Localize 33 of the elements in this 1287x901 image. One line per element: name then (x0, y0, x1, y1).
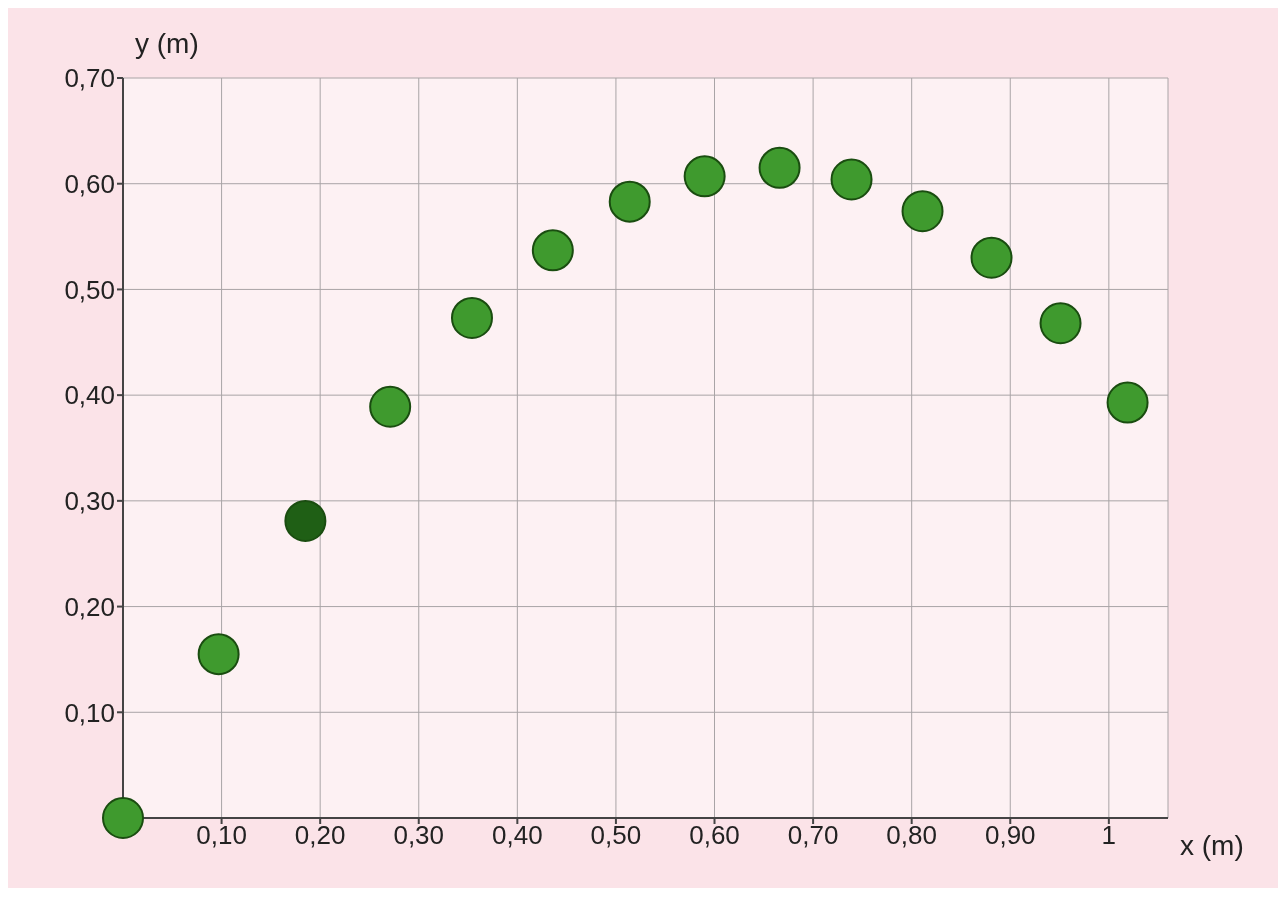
x-tick-label: 1 (1101, 820, 1117, 851)
x-axis-title: x (m) (1180, 830, 1244, 862)
point (450, 296, 493, 339)
y-tick-label: 0,20 (64, 591, 115, 622)
x-tick-label: 0,50 (590, 820, 642, 851)
point (970, 236, 1013, 279)
x-tick-label: 0,90 (984, 820, 1036, 851)
point (369, 385, 412, 428)
point (284, 499, 327, 542)
point (531, 229, 574, 272)
point (758, 146, 801, 189)
point (608, 180, 651, 223)
y-tick-label: 0,70 (64, 63, 115, 94)
x-tick-label: 0,30 (393, 820, 445, 851)
x-tick-label: 0,60 (689, 820, 740, 851)
point (830, 158, 873, 201)
point (1106, 381, 1149, 424)
x-tick-label: 0,20 (294, 820, 346, 851)
x-tick-label: 0,40 (492, 820, 543, 851)
point (197, 633, 240, 676)
y-tick-label: 0,50 (64, 274, 115, 305)
point (102, 797, 144, 839)
y-tick-label: 0,10 (64, 697, 115, 728)
y-tick-label: 0,30 (64, 486, 115, 517)
x-tick-label: 0,70 (787, 820, 839, 851)
y-tick-label: 0,60 (64, 168, 115, 199)
y-tick-label: 0,40 (64, 380, 115, 411)
x-tick-label: 0,10 (196, 820, 247, 851)
x-tick-label: 0,80 (886, 820, 937, 851)
point (683, 155, 726, 198)
y-axis-title: y (m) (135, 28, 199, 60)
point (1039, 302, 1082, 345)
point (901, 190, 944, 233)
